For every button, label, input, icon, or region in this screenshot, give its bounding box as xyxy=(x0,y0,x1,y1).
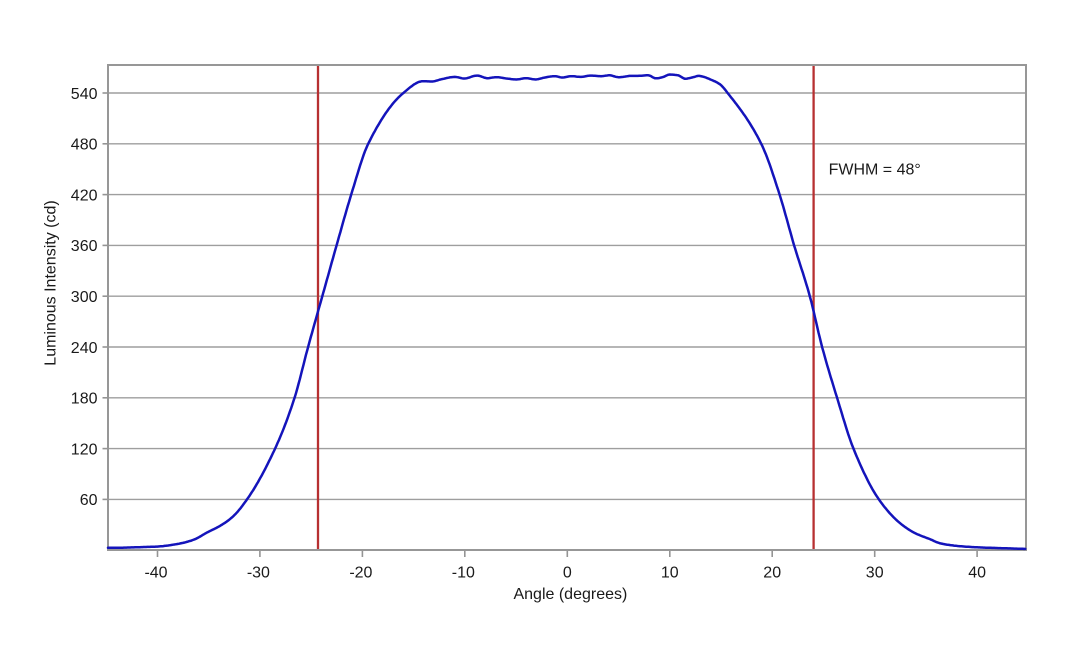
svg-text:-20: -20 xyxy=(349,565,372,582)
svg-text:10: 10 xyxy=(661,565,679,582)
svg-text:20: 20 xyxy=(763,565,781,582)
svg-text:480: 480 xyxy=(71,137,98,154)
svg-text:FWHM = 48°: FWHM = 48° xyxy=(829,162,921,179)
svg-text:-30: -30 xyxy=(247,565,270,582)
svg-text:-40: -40 xyxy=(144,565,167,582)
svg-text:300: 300 xyxy=(71,289,98,306)
svg-text:540: 540 xyxy=(71,86,98,103)
svg-text:420: 420 xyxy=(71,187,98,204)
svg-text:360: 360 xyxy=(71,238,98,255)
svg-text:30: 30 xyxy=(866,565,884,582)
svg-text:60: 60 xyxy=(80,492,98,509)
svg-text:180: 180 xyxy=(71,391,98,408)
svg-text:Angle (degrees): Angle (degrees) xyxy=(513,586,627,603)
svg-text:Luminous Intensity (cd): Luminous Intensity (cd) xyxy=(43,200,60,365)
svg-text:120: 120 xyxy=(71,441,98,458)
svg-text:40: 40 xyxy=(968,565,986,582)
svg-text:0: 0 xyxy=(563,565,572,582)
svg-text:240: 240 xyxy=(71,340,98,357)
svg-text:-10: -10 xyxy=(452,565,475,582)
